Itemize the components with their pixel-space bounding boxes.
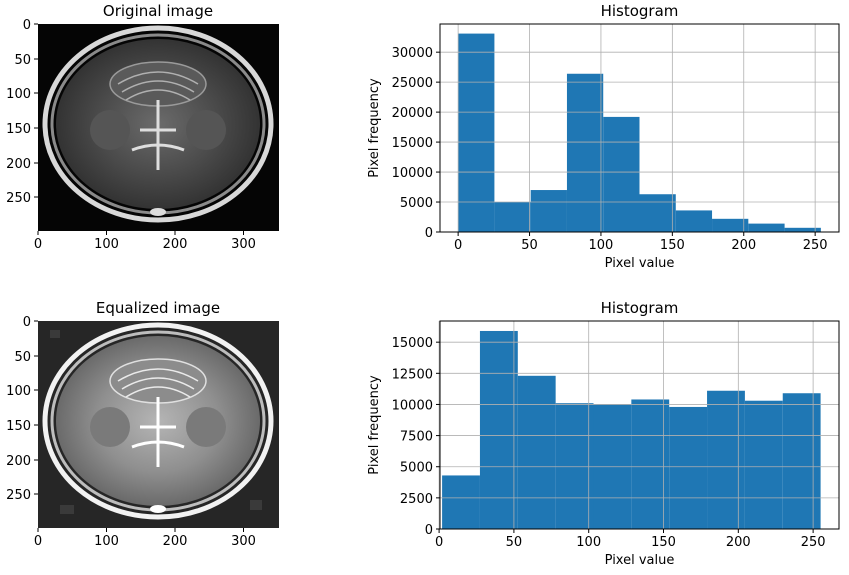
hist2-bar-0: [442, 475, 480, 529]
hist1-bar-3: [566, 73, 604, 232]
original-image-y-axis: 0 50 100 150 200 250: [6, 18, 38, 206]
hist2-ytick-3: 7500: [400, 430, 433, 445]
hist1-ytick-2: 10000: [392, 166, 433, 181]
equalized-image-x-axis: 0 100 200 300: [34, 528, 256, 549]
hist2-bar-5: [631, 399, 670, 529]
hist2-ytick-6: 15000: [392, 336, 433, 351]
original-xtick-3: 300: [231, 237, 256, 252]
equalized-image-title: Equalized image: [96, 299, 220, 317]
equalized-ytick-1: 50: [14, 350, 31, 365]
equalized-xtick-0: 0: [34, 534, 42, 549]
hist1-ytick-0: 0: [425, 226, 433, 241]
hist1-bar-1: [494, 202, 531, 232]
hist2-bar-2: [517, 375, 556, 529]
equalized-ytick-2: 100: [6, 384, 31, 399]
hist2-bar-9: [782, 393, 821, 529]
equalized-ytick-5: 250: [6, 488, 31, 503]
original-ytick-3: 150: [6, 122, 31, 137]
hist1-xtick-0: 0: [454, 238, 462, 253]
original-image-title: Original image: [103, 2, 213, 20]
hist1-ytick-4: 20000: [392, 106, 433, 121]
hist1-xlabel: Pixel value: [605, 256, 675, 271]
hist1-xtick-5: 250: [803, 238, 828, 253]
hist2-ytick-2: 5000: [400, 461, 433, 476]
original-image-x-axis: 0 100 200 300: [34, 231, 256, 252]
original-ytick-4: 200: [6, 157, 31, 172]
hist2-ytick-0: 0: [425, 523, 433, 538]
hist2-xtick-1: 50: [506, 535, 523, 550]
original-ytick-1: 50: [14, 53, 31, 68]
hist2-frame: [439, 320, 840, 530]
equalized-image-picture: [38, 321, 279, 528]
original-xtick-0: 0: [34, 237, 42, 252]
original-histogram: Histogram 0 50 100 150 200 250 0 5000 10000 15000 2…: [367, 2, 840, 271]
hist2-xtick-2: 100: [576, 535, 601, 550]
hist2-xlabel: Pixel value: [605, 553, 675, 568]
original-ytick-2: 100: [6, 87, 31, 102]
hist1-bar-6: [675, 210, 713, 232]
hist1-bar-0: [458, 33, 495, 233]
hist1-ytick-3: 15000: [392, 136, 433, 151]
hist2-ytick-1: 2500: [400, 492, 433, 507]
hist1-bar-8: [748, 223, 785, 232]
hist1-frame: [439, 23, 840, 233]
hist2-bar-3: [555, 403, 594, 529]
hist1-ytick-1: 5000: [400, 196, 433, 211]
original-xtick-2: 200: [163, 237, 188, 252]
hist1-xtick-3: 150: [660, 238, 685, 253]
equalized-ytick-0: 0: [23, 315, 31, 330]
hist2-title: Histogram: [601, 299, 679, 317]
equalized-xtick-3: 300: [231, 534, 256, 549]
original-ytick-0: 0: [23, 18, 31, 33]
hist2-bar-7: [707, 390, 745, 529]
hist2-bar-1: [479, 330, 518, 529]
hist2-ylabel: Pixel frequency: [367, 375, 382, 475]
hist2-ytick-5: 12500: [392, 367, 433, 382]
equalized-image-y-axis: 0 50 100 150 200 250: [6, 315, 38, 503]
original-ytick-5: 250: [6, 191, 31, 206]
hist2-bar-8: [744, 400, 783, 529]
hist1-ytick-5: 25000: [392, 76, 433, 91]
hist2-xtick-0: 0: [435, 535, 443, 550]
hist1-xtick-4: 200: [731, 238, 756, 253]
original-image-panel: Original image 0 100 200 300: [6, 2, 279, 252]
hist1-ylabel: Pixel frequency: [367, 78, 382, 178]
hist2-xtick-3: 150: [651, 535, 676, 550]
equalized-ytick-4: 200: [6, 454, 31, 469]
original-image-picture: [38, 24, 279, 231]
hist2-xtick-5: 250: [801, 535, 826, 550]
hist1-bar-7: [712, 218, 749, 232]
hist1-title: Histogram: [601, 2, 679, 20]
original-xtick-1: 100: [94, 237, 119, 252]
hist1-xtick-2: 100: [589, 238, 614, 253]
hist1-bar-5: [639, 194, 676, 232]
equalized-xtick-2: 200: [163, 534, 188, 549]
hist2-ytick-4: 10000: [392, 398, 433, 413]
equalized-ytick-3: 150: [6, 419, 31, 434]
hist1-xtick-1: 50: [521, 238, 538, 253]
hist1-bar-4: [603, 116, 640, 232]
hist1-bar-9: [784, 227, 821, 232]
hist1-bar-2: [530, 190, 567, 232]
equalized-xtick-1: 100: [94, 534, 119, 549]
hist2-bar-6: [669, 406, 708, 529]
hist1-ytick-6: 30000: [392, 46, 433, 61]
equalized-image-panel: Equalized image 0 100 200 300: [6, 299, 279, 549]
hist2-xtick-4: 200: [726, 535, 751, 550]
